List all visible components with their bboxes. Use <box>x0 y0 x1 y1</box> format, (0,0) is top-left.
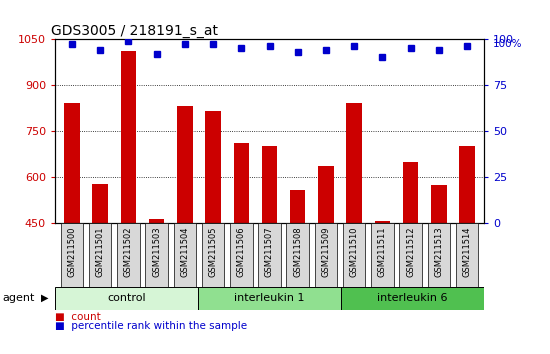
Text: GSM211511: GSM211511 <box>378 226 387 277</box>
Bar <box>290 190 305 223</box>
Text: GSM211502: GSM211502 <box>124 226 133 277</box>
Bar <box>399 223 422 287</box>
Bar <box>258 223 281 287</box>
Bar <box>459 146 475 223</box>
Text: GSM211513: GSM211513 <box>434 226 443 277</box>
Text: interleukin 1: interleukin 1 <box>234 293 305 303</box>
Bar <box>117 223 140 287</box>
Bar <box>64 103 80 223</box>
Bar <box>427 223 450 287</box>
Bar <box>177 107 192 223</box>
Bar <box>55 287 198 310</box>
Bar <box>262 146 277 223</box>
Bar <box>343 223 365 287</box>
Bar <box>341 287 484 310</box>
Bar <box>60 223 83 287</box>
Bar <box>318 166 334 223</box>
Text: GSM211507: GSM211507 <box>265 226 274 277</box>
Text: GSM211500: GSM211500 <box>68 226 76 277</box>
Text: ■  count: ■ count <box>55 312 101 322</box>
Text: ▶: ▶ <box>41 293 49 303</box>
Bar <box>89 223 112 287</box>
Bar <box>202 223 224 287</box>
Text: GSM211514: GSM211514 <box>463 226 471 277</box>
Text: GSM211505: GSM211505 <box>208 226 218 277</box>
Bar <box>234 143 249 223</box>
Bar <box>287 223 309 287</box>
Text: GSM211501: GSM211501 <box>96 226 104 277</box>
Bar <box>174 223 196 287</box>
Bar <box>431 185 447 223</box>
Text: GSM211512: GSM211512 <box>406 226 415 277</box>
Bar <box>346 103 362 223</box>
Bar <box>230 223 252 287</box>
Text: ■  percentile rank within the sample: ■ percentile rank within the sample <box>55 321 247 331</box>
Bar <box>371 223 394 287</box>
Bar <box>149 219 164 223</box>
Bar <box>145 223 168 287</box>
Text: GSM211508: GSM211508 <box>293 226 302 277</box>
Bar <box>403 162 419 223</box>
Text: GSM211510: GSM211510 <box>350 226 359 277</box>
Bar <box>120 51 136 223</box>
Text: GSM211503: GSM211503 <box>152 226 161 277</box>
Text: GSM211506: GSM211506 <box>237 226 246 277</box>
Text: interleukin 6: interleukin 6 <box>377 293 448 303</box>
Text: 100%: 100% <box>493 39 522 49</box>
Text: control: control <box>107 293 146 303</box>
Text: GDS3005 / 218191_s_at: GDS3005 / 218191_s_at <box>51 24 218 38</box>
Text: GSM211504: GSM211504 <box>180 226 189 277</box>
Text: agent: agent <box>3 293 35 303</box>
Text: GSM211509: GSM211509 <box>321 226 331 277</box>
Bar <box>456 223 478 287</box>
Bar <box>92 184 108 223</box>
Bar <box>375 222 390 223</box>
Bar <box>205 111 221 223</box>
Bar <box>198 287 341 310</box>
Bar <box>315 223 337 287</box>
